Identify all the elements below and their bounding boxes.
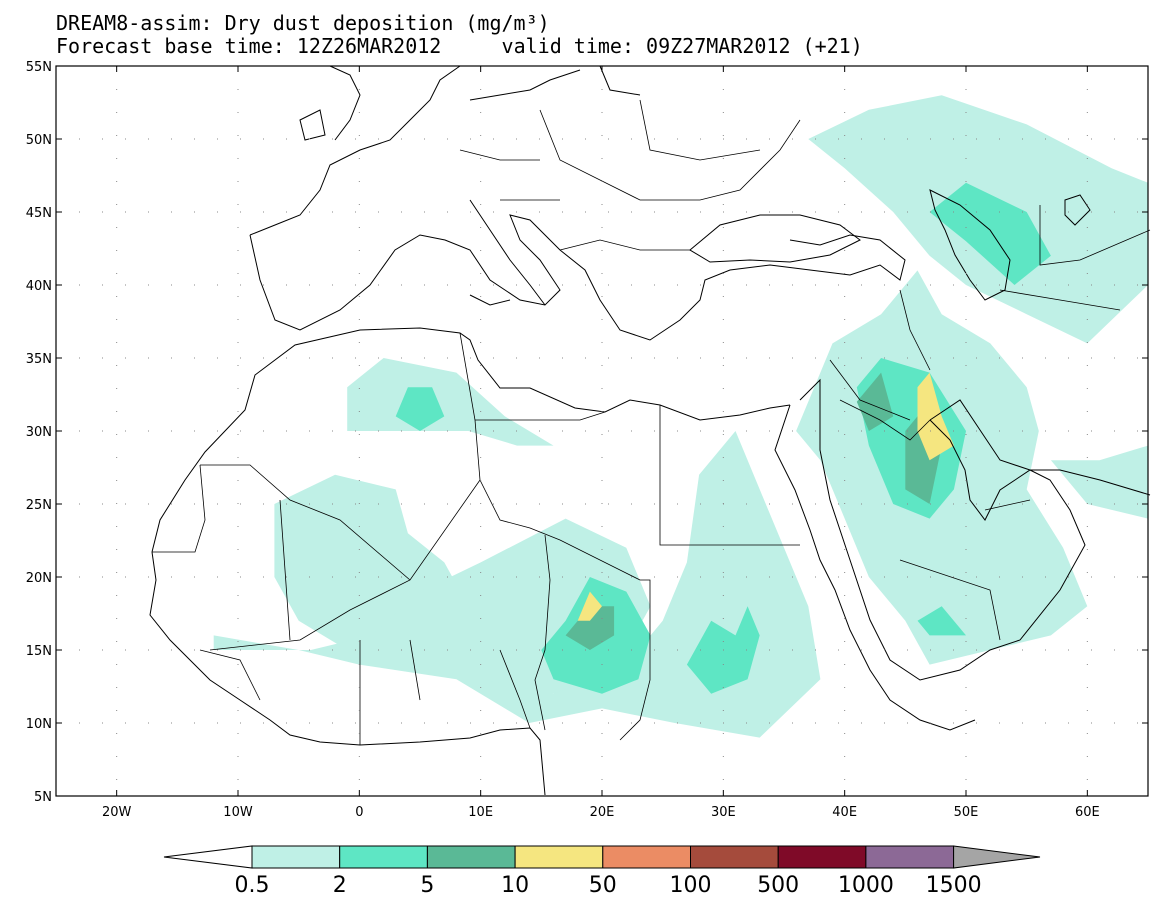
colorbar-label: 0.5	[235, 873, 270, 898]
coastline-red-sea-west	[774, 404, 976, 731]
coastline-britain	[299, 65, 361, 141]
coastline-black-sea	[689, 214, 861, 263]
lat-tick-label: 10N	[26, 717, 52, 732]
colorbar-swatch	[251, 845, 341, 869]
coastline-iran	[1030, 469, 1151, 496]
chart-title: DREAM8-assim: Dry dust deposition (mg/m³…	[56, 11, 550, 35]
colorbar-label: 50	[589, 873, 617, 898]
dust-region-level-3	[856, 372, 894, 431]
colorbar-label: 500	[757, 873, 799, 898]
colorbar: 0.5 2 5 10 50 100 500 1000 1500	[163, 845, 1041, 898]
colorbar-swatch	[602, 845, 691, 869]
coastline-north-africa	[151, 327, 791, 553]
lon-tick-label: 50E	[954, 805, 979, 820]
dust-region-level-2	[929, 182, 1051, 285]
lat-tick-label: 35N	[26, 352, 52, 367]
valid-time: valid time: 09Z27MAR2012 (+21)	[501, 34, 863, 58]
coastline-atlantic-europe	[249, 65, 461, 236]
colorbar-label: 10	[501, 873, 529, 898]
lon-tick-label: 20W	[102, 805, 132, 820]
dust-region-level-3	[565, 606, 615, 650]
coastline-arabia	[799, 378, 1086, 681]
forecast-base-time: Forecast base time: 12Z26MAR2012	[56, 34, 442, 58]
dust-region-level-2	[395, 387, 445, 431]
dust-region-level-1	[347, 358, 554, 446]
colorbar-label: 5	[420, 873, 434, 898]
chart-subtitle: Forecast base time: 12Z26MAR2012 valid t…	[56, 35, 863, 57]
colorbar-label: 1500	[926, 873, 982, 898]
lon-tick-label: 20E	[590, 805, 615, 820]
lat-tick-label: 40N	[26, 279, 52, 294]
coastline-persian-gulf	[929, 399, 1031, 471]
colorbar-swatch	[339, 845, 428, 869]
coastline-caspian	[929, 189, 1011, 301]
colorbar-label: 2	[333, 873, 347, 898]
country-borders	[152, 99, 1151, 745]
coastline-baltic	[469, 65, 641, 101]
coastline-west-africa	[149, 551, 546, 796]
colorbar-swatch	[865, 845, 955, 869]
dust-region-level-2	[917, 606, 966, 636]
lat-tick-label: 20N	[26, 571, 52, 586]
lon-tick-label: 0	[355, 805, 363, 820]
colorbar-high-triangle	[953, 845, 1041, 869]
coastline-italy	[469, 199, 546, 306]
colorbar-swatch	[690, 845, 779, 869]
lon-tick-label: 40E	[832, 805, 857, 820]
colorbar-low-triangle	[163, 845, 253, 869]
axis-ticks: 20W 10W 0 10E 20E 30E 40E 50E 60E 55N 50N 45N 40N 35N…	[26, 60, 1148, 820]
lat-tick-label: 30N	[26, 425, 52, 440]
colorbar-swatch	[426, 845, 516, 869]
lat-tick-label: 15N	[26, 644, 52, 659]
dust-region-level-4	[577, 591, 602, 621]
colorbar-label: 1000	[838, 873, 894, 898]
colorbar-label: 100	[670, 873, 712, 898]
lon-tick-label: 10W	[223, 805, 253, 820]
coastline-europe	[249, 214, 906, 341]
coastlines-borders	[149, 65, 1151, 796]
lon-tick-label: 60E	[1075, 805, 1100, 820]
lon-tick-label: 30E	[711, 805, 736, 820]
lat-tick-label: 45N	[26, 206, 52, 221]
dust-region-level-1	[1050, 445, 1148, 519]
lat-tick-label: 55N	[26, 60, 52, 75]
colorbar-swatch	[777, 845, 867, 869]
colorbar-swatch	[514, 845, 604, 869]
lon-tick-label: 10E	[468, 805, 493, 820]
lat-tick-label: 50N	[26, 133, 52, 148]
lat-tick-label: 25N	[26, 498, 52, 513]
lat-tick-label: 5N	[34, 790, 52, 805]
coastline-aral	[1064, 194, 1091, 226]
dust-contours	[213, 95, 1148, 738]
